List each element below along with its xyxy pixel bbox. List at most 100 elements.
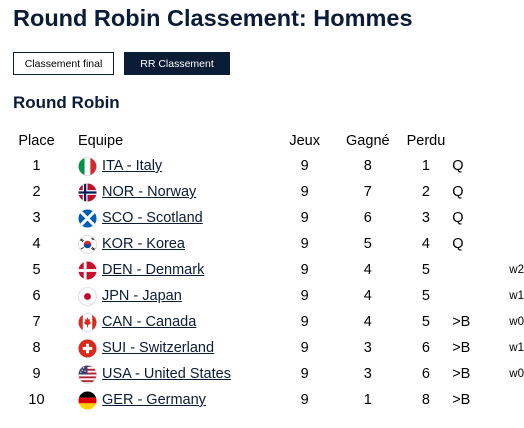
korea-flag-icon bbox=[78, 234, 97, 254]
team-cell: GER - Germany bbox=[73, 387, 273, 413]
team-link[interactable]: NOR - Norway bbox=[102, 184, 197, 200]
japan-flag-icon bbox=[78, 286, 97, 306]
lost-cell: 1 bbox=[421, 158, 430, 174]
team-cell: USA - United States bbox=[73, 361, 273, 387]
team-link[interactable]: SCO - Scotland bbox=[102, 210, 203, 226]
extra-cell: w2 bbox=[509, 264, 524, 276]
qualification-cell: Q bbox=[452, 236, 464, 252]
place-cell: 6 bbox=[32, 288, 41, 304]
table-row: 3 SCO - Scotland 9 6 3 Q bbox=[0, 205, 524, 231]
extra-cell bbox=[495, 231, 524, 257]
team-link[interactable]: CAN - Canada bbox=[102, 314, 197, 330]
tab-bar: Classement final RR Classement bbox=[13, 52, 230, 75]
place-cell: 2 bbox=[32, 184, 41, 200]
table-row: 2 NOR - Norway 9 7 2 Q bbox=[0, 179, 524, 205]
section-title: Round Robin bbox=[13, 93, 120, 112]
table-row: 8 SUI - Switzerland 9 3 6 >B w1 bbox=[0, 335, 524, 361]
won-cell: 6 bbox=[363, 210, 372, 226]
lost-cell: 5 bbox=[421, 288, 430, 304]
table-row: 6 JPN - Japan 9 4 5 w1 bbox=[0, 283, 524, 309]
team-cell: NOR - Norway bbox=[73, 179, 273, 205]
lost-cell: 6 bbox=[421, 366, 430, 382]
team-link[interactable]: KOR - Korea bbox=[102, 236, 185, 252]
place-cell: 3 bbox=[32, 210, 41, 226]
usa-flag-icon bbox=[78, 364, 97, 384]
games-cell: 9 bbox=[300, 210, 309, 226]
won-cell: 4 bbox=[363, 314, 372, 330]
scotland-flag-icon bbox=[78, 208, 97, 228]
games-cell: 9 bbox=[300, 288, 309, 304]
standings-table: Place Equipe Jeux Gagné Perdu 1 ITA - It… bbox=[0, 129, 524, 413]
games-cell: 9 bbox=[300, 366, 309, 382]
won-cell: 5 bbox=[363, 236, 372, 252]
team-link[interactable]: GER - Germany bbox=[102, 392, 206, 408]
header-games: Jeux bbox=[289, 133, 320, 149]
games-cell: 9 bbox=[300, 262, 309, 278]
place-cell: 5 bbox=[32, 262, 41, 278]
place-cell: 4 bbox=[32, 236, 41, 252]
switzerland-flag-icon bbox=[78, 338, 97, 358]
qualification-cell: Q bbox=[452, 210, 464, 226]
team-link[interactable]: JPN - Japan bbox=[102, 288, 182, 304]
extra-cell bbox=[495, 153, 524, 179]
lost-cell: 2 bbox=[421, 184, 430, 200]
canada-flag-icon bbox=[78, 312, 97, 332]
place-cell: 9 bbox=[32, 366, 41, 382]
lost-cell: 3 bbox=[421, 210, 430, 226]
table-row: 9 USA - United States 9 3 6 >B w0 bbox=[0, 361, 524, 387]
norway-flag-icon bbox=[78, 182, 97, 202]
extra-cell bbox=[495, 387, 524, 413]
qualification-cell: >B bbox=[452, 366, 471, 382]
extra-cell: w1 bbox=[509, 290, 524, 302]
won-cell: 4 bbox=[363, 288, 372, 304]
table-header-row: Place Equipe Jeux Gagné Perdu bbox=[0, 129, 524, 153]
team-link[interactable]: SUI - Switzerland bbox=[102, 340, 215, 356]
table-row: 4 KOR - Korea 9 5 4 Q bbox=[0, 231, 524, 257]
won-cell: 7 bbox=[363, 184, 372, 200]
qualification-cell: Q bbox=[452, 184, 464, 200]
qualification-cell: >B bbox=[452, 314, 471, 330]
qualification-cell bbox=[452, 283, 495, 309]
games-cell: 9 bbox=[300, 314, 309, 330]
extra-cell: w1 bbox=[509, 342, 524, 354]
won-cell: 1 bbox=[363, 392, 372, 408]
won-cell: 4 bbox=[363, 262, 372, 278]
tab-classement-final[interactable]: Classement final bbox=[13, 52, 114, 75]
lost-cell: 6 bbox=[421, 340, 430, 356]
team-cell: CAN - Canada bbox=[73, 309, 273, 335]
team-cell: SCO - Scotland bbox=[73, 205, 273, 231]
germany-flag-icon bbox=[78, 390, 97, 410]
table-row: 1 ITA - Italy 9 8 1 Q bbox=[0, 153, 524, 179]
tab-rr-classement[interactable]: RR Classement bbox=[124, 52, 230, 75]
header-won: Gagné bbox=[346, 133, 390, 149]
team-link[interactable]: DEN - Denmark bbox=[102, 262, 205, 278]
table-row: 7 CAN - Canada 9 4 5 >B w0 bbox=[0, 309, 524, 335]
denmark-flag-icon bbox=[78, 260, 97, 280]
page-title: Round Robin Classement: Hommes bbox=[13, 5, 413, 31]
place-cell: 1 bbox=[32, 158, 41, 174]
qualification-cell: >B bbox=[452, 392, 471, 408]
team-cell: ITA - Italy bbox=[73, 153, 273, 179]
won-cell: 3 bbox=[363, 366, 372, 382]
team-cell: KOR - Korea bbox=[73, 231, 273, 257]
team-cell: SUI - Switzerland bbox=[73, 335, 273, 361]
header-lost: Perdu bbox=[406, 133, 446, 149]
header-place: Place bbox=[18, 133, 55, 149]
qualification-cell: >B bbox=[452, 340, 471, 356]
lost-cell: 5 bbox=[421, 262, 430, 278]
team-link[interactable]: USA - United States bbox=[102, 366, 231, 382]
table-row: 5 DEN - Denmark 9 4 5 w2 bbox=[0, 257, 524, 283]
lost-cell: 5 bbox=[421, 314, 430, 330]
won-cell: 3 bbox=[363, 340, 372, 356]
header-extra bbox=[495, 129, 524, 153]
header-qualification bbox=[452, 129, 495, 153]
team-link[interactable]: ITA - Italy bbox=[102, 158, 163, 174]
games-cell: 9 bbox=[300, 184, 309, 200]
lost-cell: 4 bbox=[421, 236, 430, 252]
qualification-cell bbox=[452, 257, 495, 283]
place-cell: 10 bbox=[28, 392, 45, 408]
extra-cell bbox=[495, 205, 524, 231]
extra-cell: w0 bbox=[509, 316, 524, 328]
table-row: 10 GER - Germany 9 1 8 >B bbox=[0, 387, 524, 413]
